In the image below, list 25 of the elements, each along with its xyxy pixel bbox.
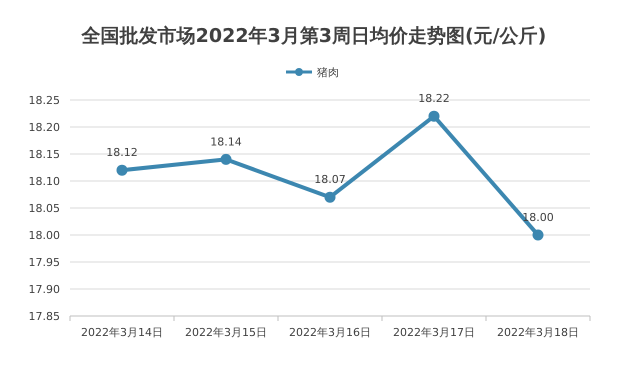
y-tick-label: 18.00 bbox=[28, 229, 60, 242]
x-tick-label: 2022年3月18日 bbox=[497, 326, 579, 339]
x-tick-label: 2022年3月15日 bbox=[185, 326, 267, 339]
y-tick-label: 18.10 bbox=[28, 175, 60, 188]
data-label: 18.14 bbox=[210, 135, 242, 148]
y-tick-label: 18.15 bbox=[28, 148, 60, 161]
data-label: 18.12 bbox=[106, 146, 138, 160]
x-tick-label: 2022年3月16日 bbox=[289, 326, 371, 339]
y-tick-label: 18.25 bbox=[28, 94, 60, 107]
y-tick-label: 18.20 bbox=[28, 121, 60, 134]
x-tick-label: 2022年3月17日 bbox=[393, 326, 475, 339]
point bbox=[324, 192, 336, 203]
point bbox=[116, 164, 128, 176]
chart-title: 全国批发市场2022年3月第3周日均价走势图(元/公斤) bbox=[80, 25, 546, 47]
y-tick-label: 17.85 bbox=[28, 310, 60, 323]
point bbox=[428, 110, 440, 122]
point bbox=[532, 230, 544, 240]
y-tick-label: 17.95 bbox=[28, 256, 60, 269]
data-label: 18.07 bbox=[314, 173, 346, 186]
x-tick-label: 2022年3月14日 bbox=[81, 326, 163, 339]
data-label: 18.22 bbox=[418, 92, 450, 106]
y-tick-label: 18.05 bbox=[28, 202, 60, 215]
legend-label: 猪肉 bbox=[317, 66, 339, 79]
point bbox=[220, 154, 232, 165]
y-tick-label: 17.90 bbox=[28, 283, 60, 296]
